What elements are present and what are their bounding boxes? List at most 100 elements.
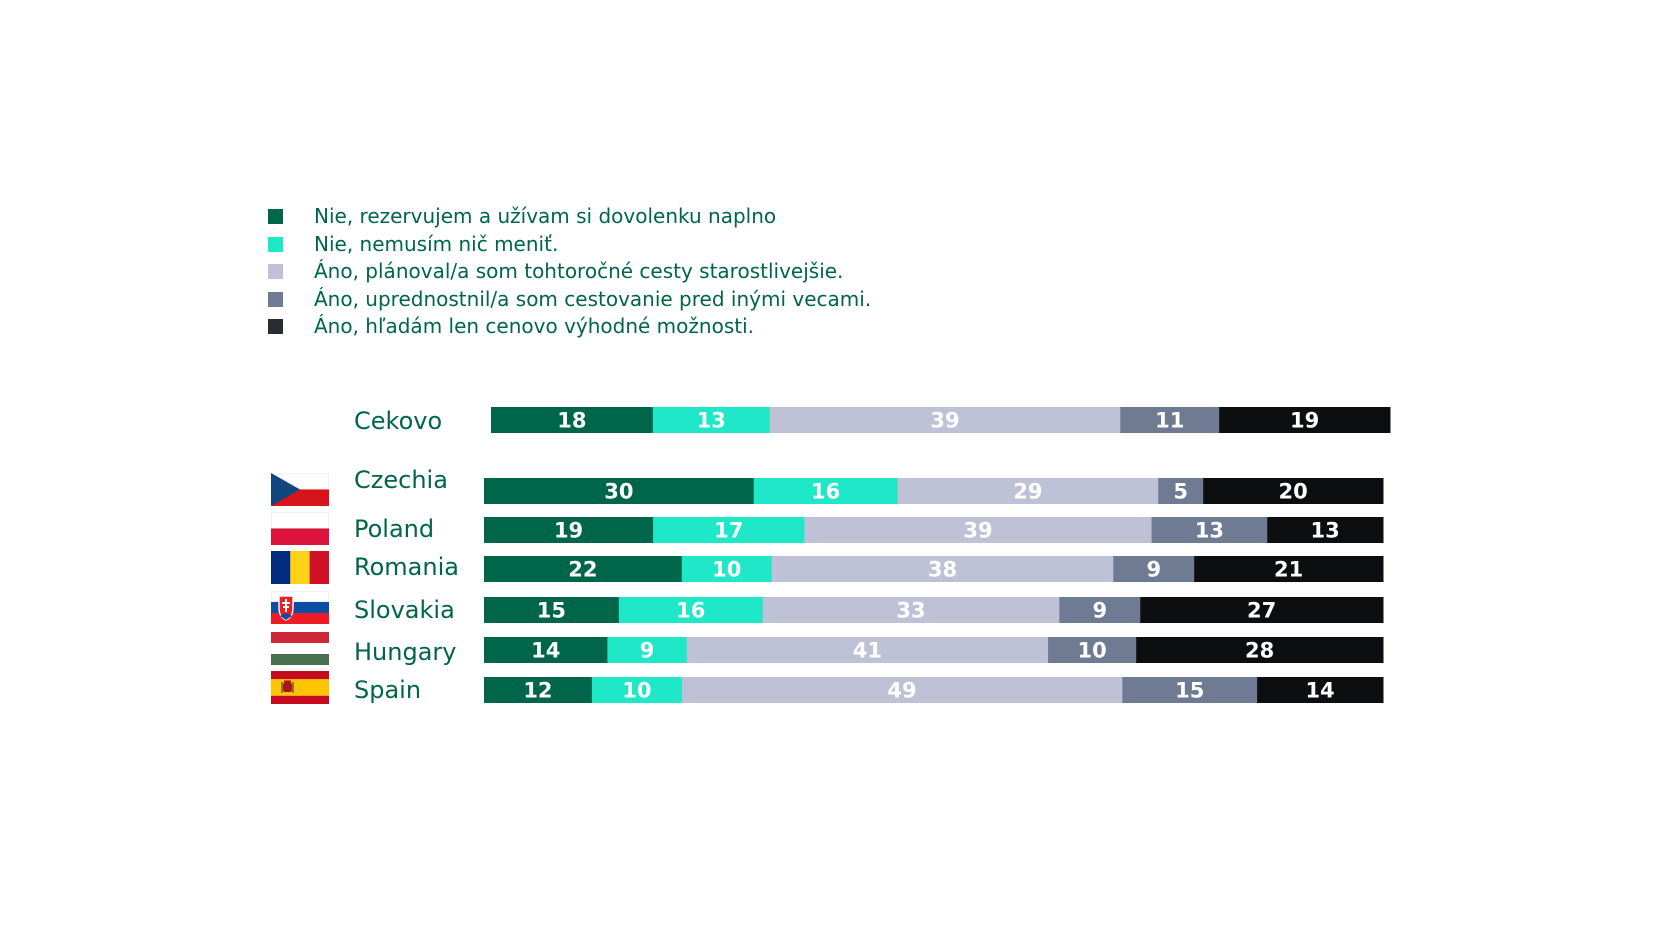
bar-segment: [771, 556, 1114, 582]
bar-segment: [1151, 517, 1268, 543]
data-label: 33: [896, 599, 925, 623]
bar-segment: [484, 637, 608, 663]
bar-segment: [1120, 407, 1220, 433]
legend-item: Nie, rezervujem a užívam si dovolenku na…: [268, 203, 968, 231]
legend-label: Áno, uprednostnil/a som cestovanie pred …: [314, 286, 872, 311]
data-label: 16: [676, 599, 705, 623]
bar-segment: [1158, 478, 1204, 504]
legend-swatch: [268, 209, 283, 224]
data-label: 19: [554, 519, 583, 543]
data-label: 22: [568, 558, 597, 582]
bar-segment: [484, 517, 654, 543]
data-label: 15: [1175, 679, 1204, 703]
bar-segment: [681, 677, 1123, 703]
data-label: 5: [1173, 480, 1188, 504]
category-label: Slovakia: [354, 596, 455, 624]
data-label: 49: [887, 679, 916, 703]
data-label: 18: [557, 409, 586, 433]
category-label: Poland: [354, 515, 434, 543]
data-label: 16: [811, 480, 840, 504]
bar-segment: [1267, 517, 1384, 543]
data-label: 21: [1274, 558, 1303, 582]
bar-segment: [484, 556, 683, 582]
bar-segment: [484, 478, 755, 504]
data-label: 13: [1195, 519, 1224, 543]
legend-item: Nie, nemusím nič meniť.: [268, 231, 968, 259]
bar-segment: [897, 478, 1159, 504]
bar-segment: [652, 407, 771, 433]
data-label: 39: [963, 519, 992, 543]
legend-swatch: [268, 319, 283, 334]
bar-segment: [591, 677, 683, 703]
bar-segment: [1194, 556, 1384, 582]
data-label: 38: [928, 558, 957, 582]
data-label: 29: [1013, 480, 1042, 504]
bar-segment: [491, 407, 654, 433]
data-label: 14: [531, 639, 560, 663]
legend-label: Áno, hľadám len cenovo výhodné možnosti.: [314, 314, 754, 338]
data-label: 9: [1146, 558, 1161, 582]
flag-romania-icon: [271, 551, 329, 584]
bar-segment: [607, 637, 688, 663]
category-label: Hungary: [354, 638, 456, 666]
category-label: Czechia: [354, 466, 448, 494]
data-label: 13: [697, 409, 726, 433]
legend-swatch: [268, 264, 283, 279]
data-label: 9: [1093, 599, 1108, 623]
data-label: 39: [930, 409, 959, 433]
data-label: 10: [1078, 639, 1107, 663]
bar-segment: [618, 597, 764, 623]
bar-segment: [1113, 556, 1195, 582]
category-label: Spain: [354, 676, 421, 704]
bar-segment: [484, 597, 620, 623]
flag-czechia-icon: [271, 473, 329, 506]
data-label: 30: [604, 480, 633, 504]
bar-segment: [1048, 637, 1137, 663]
flag-spain-icon: [271, 671, 329, 704]
bar-segment: [686, 637, 1049, 663]
bar-segment: [753, 478, 899, 504]
bar-segment: [1203, 478, 1384, 504]
bar-segment: [804, 517, 1153, 543]
data-label: 41: [853, 639, 882, 663]
legend-item: Áno, uprednostnil/a som cestovanie pred …: [268, 286, 968, 314]
legend-label: Nie, nemusím nič meniť.: [314, 231, 559, 256]
bar-segment: [1059, 597, 1141, 623]
category-label: Romania: [354, 553, 459, 581]
legend-label: Nie, rezervujem a užívam si dovolenku na…: [314, 204, 777, 228]
bar-segment: [1122, 677, 1258, 703]
bar-segment: [1136, 637, 1384, 663]
data-label: 20: [1278, 480, 1307, 504]
data-label: 14: [1305, 679, 1334, 703]
flag-slovakia-icon: [271, 591, 329, 624]
legend-item: Áno, hľadám len cenovo výhodné možnosti.: [268, 313, 968, 341]
bar-segment: [1219, 407, 1391, 433]
data-label: 12: [523, 679, 552, 703]
flag-hungary-icon: [271, 632, 329, 665]
legend-swatch: [268, 236, 283, 252]
bar-segment: [681, 556, 773, 582]
data-label: 28: [1245, 639, 1274, 663]
flag-poland-icon: [271, 512, 329, 545]
bar-segment: [484, 677, 593, 703]
category-label: Cekovo: [354, 407, 442, 435]
data-label: 17: [714, 519, 743, 543]
data-label: 27: [1247, 599, 1276, 623]
data-label: 15: [537, 599, 566, 623]
chart-legend: Nie, rezervujem a užívam si dovolenku na…: [268, 203, 968, 341]
bar-segment: [1257, 677, 1384, 703]
legend-label: Áno, plánoval/a som tohtoročné cesty sta…: [314, 259, 844, 283]
data-label: 9: [640, 639, 655, 663]
data-label: 13: [1311, 519, 1340, 543]
data-label: 11: [1155, 409, 1184, 433]
bar-segment: [762, 597, 1060, 623]
legend-item: Áno, plánoval/a som tohtoročné cesty sta…: [268, 258, 968, 286]
bar-segment: [769, 407, 1121, 433]
legend-swatch: [268, 291, 283, 307]
bar-segment: [1140, 597, 1384, 623]
data-label: 10: [622, 679, 651, 703]
data-label: 10: [712, 558, 741, 582]
bar-segment: [653, 517, 805, 543]
data-label: 19: [1290, 409, 1319, 433]
